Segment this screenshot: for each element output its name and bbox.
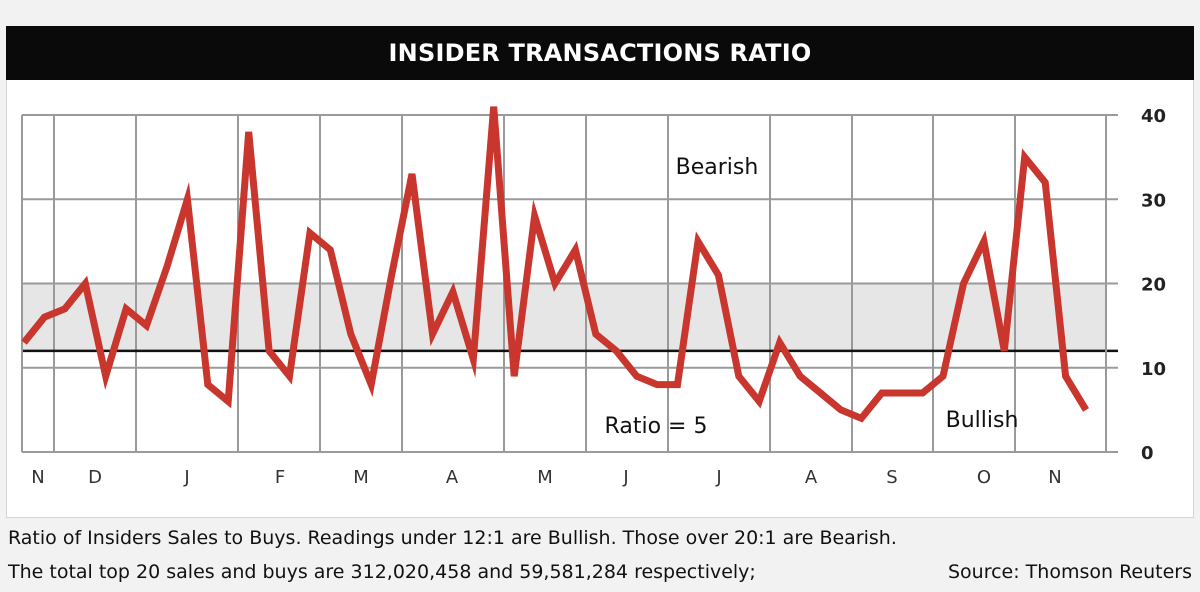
x-tick-label: F <box>275 467 285 488</box>
y-tick-label: 0 <box>1141 443 1154 464</box>
bearish-label: Bearish <box>676 155 759 180</box>
source-note: Source: Thomson Reuters <box>947 561 1192 583</box>
y-tick-label: 30 <box>1141 190 1166 211</box>
chart-title-text: INSIDER TRANSACTIONS RATIO <box>388 39 812 67</box>
caption-line-2: The total top 20 sales and buys are 312,… <box>8 561 756 583</box>
x-tick-label: O <box>977 467 991 488</box>
y-tick-label: 10 <box>1141 359 1166 380</box>
y-tick-label: 20 <box>1141 275 1166 296</box>
x-tick-label: J <box>622 467 628 488</box>
chart-panel <box>6 26 1194 518</box>
x-tick-label: A <box>805 467 818 488</box>
ratio-label: Ratio = 5 <box>605 414 708 439</box>
x-tick-label: S <box>886 467 897 488</box>
x-tick-label: M <box>353 467 369 488</box>
y-tick-label: 40 <box>1141 106 1166 127</box>
x-tick-label: A <box>446 467 459 488</box>
x-tick-label: D <box>88 467 102 488</box>
caption-line-1: Ratio of Insiders Sales to Buys. Reading… <box>8 527 897 549</box>
chart-svg: 40 30 20 10 0 N D J F M A M J J A S O N Bearish Bullish Rati… <box>21 106 1166 488</box>
ratio-series-line <box>21 106 1089 423</box>
x-tick-label: J <box>183 467 189 488</box>
x-tick-label: J <box>715 467 721 488</box>
chart-title: INSIDER TRANSACTIONS RATIO <box>6 26 1194 80</box>
neutral-zone-band <box>22 283 1106 351</box>
x-tick-label: N <box>1048 467 1061 488</box>
x-tick-label: N <box>31 467 44 488</box>
bullish-label: Bullish <box>946 408 1019 433</box>
x-tick-label: M <box>537 467 553 488</box>
